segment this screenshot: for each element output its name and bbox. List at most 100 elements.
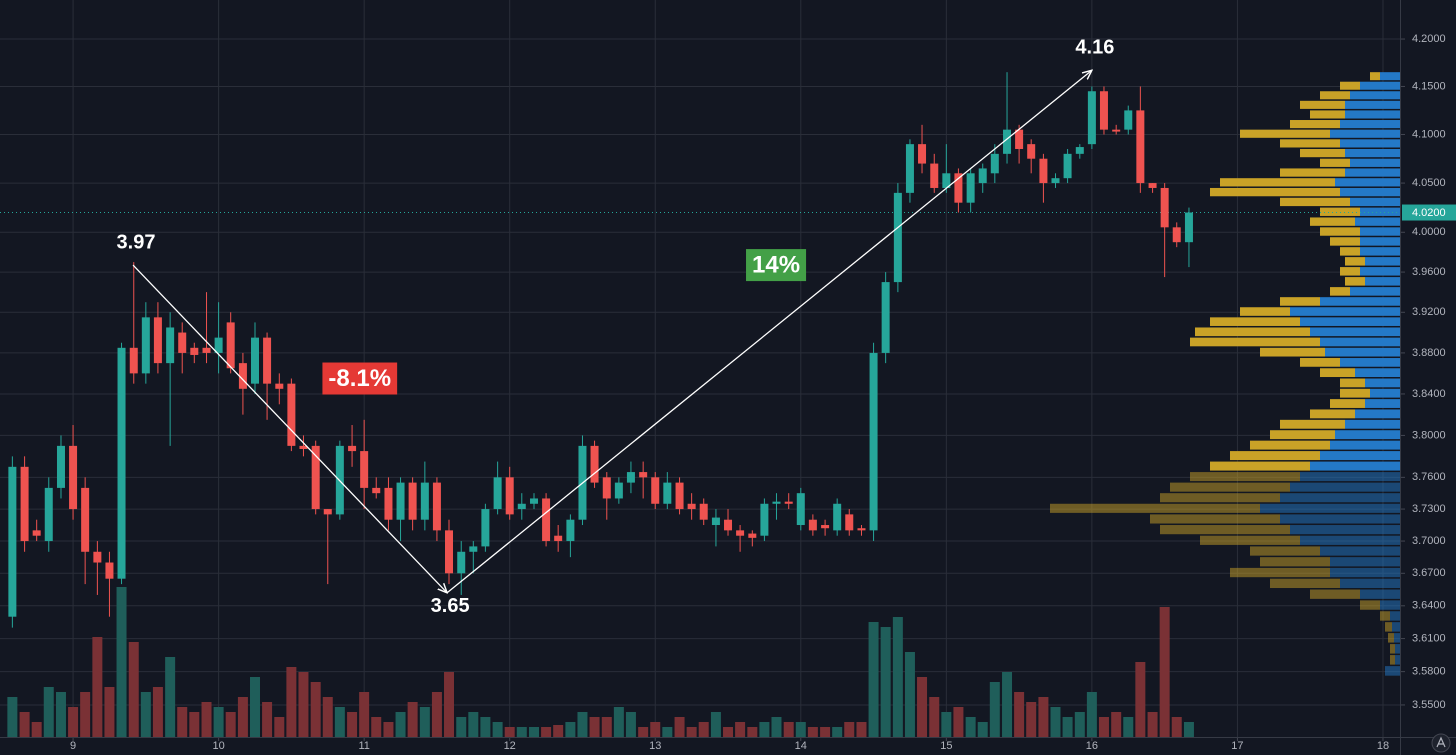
profile-down-bar xyxy=(1355,409,1400,419)
profile-up-bar xyxy=(1250,440,1330,450)
candle-body xyxy=(918,144,927,164)
profile-up-bar xyxy=(1210,317,1300,326)
profile-up-bar xyxy=(1210,187,1340,197)
volume-bar xyxy=(1183,722,1194,737)
candle-body xyxy=(857,528,866,531)
volume-bar xyxy=(1159,607,1170,737)
volume-bar xyxy=(904,652,915,737)
candle-body xyxy=(1184,212,1193,243)
y-tick-label: 3.9600 xyxy=(1412,266,1446,278)
profile-down-bar xyxy=(1310,327,1400,337)
volume-bar xyxy=(1171,717,1182,737)
profile-up-bar xyxy=(1280,197,1350,207)
volume-bar xyxy=(844,722,855,737)
profile-down-bar xyxy=(1300,317,1400,326)
candle-body xyxy=(8,466,17,617)
profile-down-bar xyxy=(1360,81,1400,90)
candle-body xyxy=(457,551,466,574)
volume-bar xyxy=(953,707,964,737)
y-tick-label: 3.7000 xyxy=(1412,535,1446,547)
candle-body xyxy=(214,337,223,353)
candle-body xyxy=(105,562,114,579)
profile-down-bar xyxy=(1290,307,1400,316)
profile-up-bar xyxy=(1330,399,1365,408)
volume-profile xyxy=(1050,72,1400,676)
profile-down-bar xyxy=(1345,148,1400,158)
volume-bar xyxy=(19,712,30,737)
profile-up-bar xyxy=(1388,633,1394,643)
profile-up-bar xyxy=(1390,655,1395,665)
volume-bar xyxy=(662,727,673,737)
profile-up-bar xyxy=(1280,139,1340,148)
profile-up-bar xyxy=(1340,267,1360,276)
last-price-label: 4.0200 xyxy=(1412,207,1446,219)
y-tick-label: 4.1500 xyxy=(1412,80,1446,92)
volume-bar xyxy=(104,687,115,737)
profile-up-bar xyxy=(1330,287,1350,296)
volume-bar xyxy=(456,717,467,737)
volume-bar xyxy=(468,712,479,737)
volume-bar xyxy=(723,727,734,737)
profile-down-bar xyxy=(1350,197,1400,207)
x-tick-label: 10 xyxy=(212,740,224,752)
candle-body xyxy=(445,530,454,574)
candle-body xyxy=(626,472,635,483)
profile-up-bar xyxy=(1310,217,1355,226)
candle-body xyxy=(481,509,490,547)
volume-bar xyxy=(1026,702,1037,737)
profile-up-bar xyxy=(1220,178,1335,187)
volume-bar xyxy=(686,727,697,737)
volume-bar xyxy=(262,702,273,737)
profile-down-bar xyxy=(1300,535,1400,545)
profile-up-bar xyxy=(1310,110,1345,119)
candle-body xyxy=(1124,110,1133,130)
profile-down-bar xyxy=(1360,247,1400,256)
candle-body xyxy=(1039,158,1048,184)
candle-body xyxy=(287,383,296,446)
change-label-box xyxy=(322,362,398,395)
candle-body xyxy=(590,445,599,483)
candles xyxy=(0,72,1400,628)
profile-down-bar xyxy=(1395,644,1400,654)
volume-bar xyxy=(795,722,806,737)
volume-bar xyxy=(601,717,612,737)
profile-down-bar xyxy=(1345,100,1400,109)
profile-up-bar xyxy=(1390,644,1395,654)
candle-body xyxy=(250,337,259,384)
candle-body xyxy=(869,352,878,531)
candle-body xyxy=(1003,129,1012,154)
profile-up-bar xyxy=(1340,378,1365,388)
volume-bar xyxy=(820,727,831,737)
profile-up-bar xyxy=(1280,419,1345,429)
candle-body xyxy=(554,535,563,542)
x-tick-label: 9 xyxy=(70,740,76,752)
volume-bar xyxy=(1147,712,1158,737)
price-axis-bg xyxy=(1401,0,1456,755)
profile-up-bar xyxy=(1310,589,1360,599)
profile-up-bar xyxy=(1240,307,1290,316)
volume-bar xyxy=(177,707,188,737)
candle-body xyxy=(724,519,733,531)
x-tick-label: 18 xyxy=(1377,740,1389,752)
x-tick-label: 13 xyxy=(649,740,661,752)
volume-bar xyxy=(492,722,503,737)
profile-up-bar xyxy=(1340,81,1360,90)
profile-up-bar xyxy=(1320,207,1360,216)
point-label: 4.16 xyxy=(1075,37,1114,59)
change-label: -8.1% xyxy=(328,365,391,392)
volume-bar xyxy=(771,717,782,737)
candle-body xyxy=(202,347,211,353)
candle-body xyxy=(1160,187,1169,228)
profile-down-bar xyxy=(1330,557,1400,567)
profile-down-bar xyxy=(1280,514,1400,524)
auto-scale-icon xyxy=(1436,736,1446,748)
profile-down-bar xyxy=(1365,257,1400,266)
profile-up-bar xyxy=(1320,91,1350,100)
auto-scale-button[interactable] xyxy=(1431,733,1451,753)
volume-bar xyxy=(650,722,661,737)
last-price-box xyxy=(1402,204,1456,221)
candle-body xyxy=(711,517,720,526)
profile-up-bar xyxy=(1380,611,1390,621)
volume-bar xyxy=(868,622,879,737)
